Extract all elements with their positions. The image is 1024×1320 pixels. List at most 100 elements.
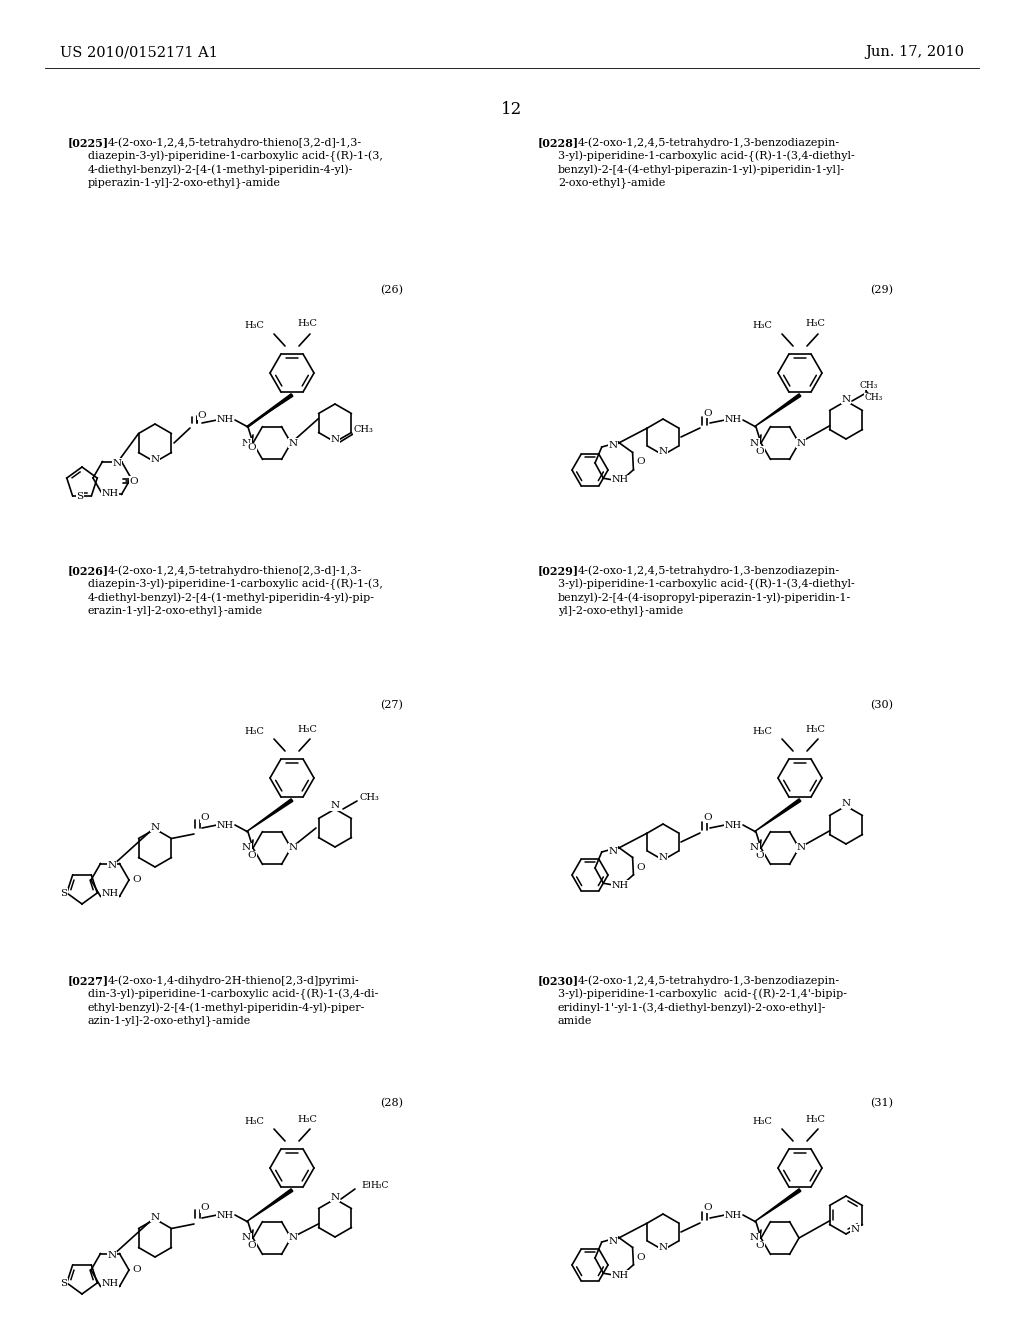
Text: N: N [608,846,617,855]
Text: US 2010/0152171 A1: US 2010/0152171 A1 [60,45,218,59]
Text: N: N [608,1237,617,1246]
Text: O: O [248,851,256,861]
Text: [0229]: [0229] [538,565,580,576]
Text: azin-1-yl]-2-oxo-ethyl}-amide: azin-1-yl]-2-oxo-ethyl}-amide [88,1015,251,1026]
Text: N: N [842,395,851,404]
Text: (30): (30) [870,700,894,710]
Text: ethyl-benzyl)-2-[4-(1-methyl-piperidin-4-yl)-piper-: ethyl-benzyl)-2-[4-(1-methyl-piperidin-4… [88,1002,366,1012]
Polygon shape [754,1189,801,1222]
Text: H₃C: H₃C [297,319,317,329]
Text: 4-(2-oxo-1,2,4,5-tetrahydro-thieno[2,3-d]-1,3-: 4-(2-oxo-1,2,4,5-tetrahydro-thieno[2,3-d… [108,565,362,576]
Text: O: O [201,813,209,822]
Text: diazepin-3-yl)-piperidine-1-carboxylic acid-{(R)-1-(3,: diazepin-3-yl)-piperidine-1-carboxylic a… [88,578,383,590]
Text: (31): (31) [870,1098,894,1109]
Text: H₃C: H₃C [805,725,825,734]
Text: N: N [851,1225,860,1234]
Text: O: O [198,411,206,420]
Text: N: N [113,458,122,467]
Polygon shape [246,393,293,426]
Text: N: N [289,843,298,853]
Text: N: N [658,853,668,862]
Text: N: N [151,1213,160,1221]
Text: CH₃: CH₃ [353,425,373,434]
Text: 12: 12 [502,102,522,119]
Text: N: N [750,1233,759,1242]
Text: CH₃: CH₃ [359,792,379,801]
Text: 4-(2-oxo-1,2,4,5-tetrahydro-1,3-benzodiazepin-: 4-(2-oxo-1,2,4,5-tetrahydro-1,3-benzodia… [578,565,840,576]
Text: NH: NH [611,475,629,484]
Text: N: N [750,843,759,853]
Text: 4-diethyl-benzyl)-2-[4-(1-methyl-piperidin-4-yl)-pip-: 4-diethyl-benzyl)-2-[4-(1-methyl-piperid… [88,591,375,602]
Text: N: N [242,438,251,447]
Text: amide: amide [558,1015,592,1026]
Text: H₃C: H₃C [752,1117,772,1126]
Text: NH: NH [216,416,233,425]
Text: S: S [77,492,84,502]
Text: H₃C: H₃C [805,319,825,329]
Text: N: N [797,843,806,853]
Text: 3-yl)-piperidine-1-carboxylic acid-{(R)-1-(3,4-diethyl-: 3-yl)-piperidine-1-carboxylic acid-{(R)-… [558,578,855,590]
Text: NH: NH [216,821,233,829]
Text: 3-yl)-piperidine-1-carboxylic  acid-{(R)-2-1,4'-bipip-: 3-yl)-piperidine-1-carboxylic acid-{(R)-… [558,989,847,999]
Text: (26): (26) [381,285,403,296]
Text: (28): (28) [381,1098,403,1109]
Text: H₃C: H₃C [297,725,317,734]
Text: O: O [756,446,764,455]
Text: diazepin-3-yl)-piperidine-1-carboxylic acid-{(R)-1-(3,: diazepin-3-yl)-piperidine-1-carboxylic a… [88,150,383,162]
Text: O: O [703,408,713,417]
Polygon shape [246,1189,293,1222]
Text: N: N [797,438,806,447]
Text: NH: NH [724,821,741,829]
Text: N: N [108,1251,117,1261]
Text: erazin-1-yl]-2-oxo-ethyl}-amide: erazin-1-yl]-2-oxo-ethyl}-amide [88,606,263,616]
Text: [0227]: [0227] [68,975,110,986]
Text: O: O [248,1242,256,1250]
Text: O: O [703,813,713,822]
Text: din-3-yl)-piperidine-1-carboxylic acid-{(R)-1-(3,4-di-: din-3-yl)-piperidine-1-carboxylic acid-{… [88,989,379,999]
Text: O: O [133,1266,141,1275]
Text: H₃C: H₃C [752,726,772,735]
Text: NH: NH [724,1210,741,1220]
Text: yl]-2-oxo-ethyl}-amide: yl]-2-oxo-ethyl}-amide [558,606,683,616]
Text: O: O [133,875,141,884]
Text: 4-(2-oxo-1,4-dihydro-2H-thieno[2,3-d]pyrimi-: 4-(2-oxo-1,4-dihydro-2H-thieno[2,3-d]pyr… [108,975,359,986]
Text: O: O [130,477,138,486]
Text: [0225]: [0225] [68,137,110,148]
Text: N: N [242,1233,251,1242]
Text: S: S [60,1279,68,1287]
Text: benzyl)-2-[4-(4-isopropyl-piperazin-1-yl)-piperidin-1-: benzyl)-2-[4-(4-isopropyl-piperazin-1-yl… [558,591,851,602]
Text: N: N [242,843,251,853]
Text: N: N [842,800,851,808]
Text: NH: NH [216,1210,233,1220]
Text: N: N [331,434,340,444]
Text: eridinyl-1'-yl-1-(3,4-diethyl-benzyl)-2-oxo-ethyl]-: eridinyl-1'-yl-1-(3,4-diethyl-benzyl)-2-… [558,1002,826,1012]
Text: [0226]: [0226] [68,565,110,576]
Text: 4-diethyl-benzyl)-2-[4-(1-methyl-piperidin-4-yl)-: 4-diethyl-benzyl)-2-[4-(1-methyl-piperid… [88,164,353,174]
Text: CH₃: CH₃ [865,393,883,403]
Text: NH: NH [724,416,741,425]
Text: N: N [289,438,298,447]
Text: H₃C: H₃C [752,322,772,330]
Text: [0228]: [0228] [538,137,580,148]
Text: N: N [750,438,759,447]
Polygon shape [246,799,293,832]
Text: S: S [60,888,68,898]
Text: O: O [637,1253,645,1262]
Text: N: N [658,1242,668,1251]
Text: N: N [151,822,160,832]
Text: N: N [658,447,668,457]
Polygon shape [754,393,801,426]
Text: 4-(2-oxo-1,2,4,5-tetrahydro-1,3-benzodiazepin-: 4-(2-oxo-1,2,4,5-tetrahydro-1,3-benzodia… [578,137,840,148]
Text: NH: NH [101,1279,119,1288]
Text: H₃C: H₃C [371,1180,389,1189]
Text: N: N [608,441,617,450]
Text: O: O [756,851,764,861]
Text: (27): (27) [381,700,403,710]
Text: NH: NH [611,880,629,890]
Text: Et: Et [361,1180,373,1189]
Text: N: N [331,1192,340,1201]
Text: NH: NH [101,488,119,498]
Text: 4-(2-oxo-1,2,4,5-tetrahydro-1,3-benzodiazepin-: 4-(2-oxo-1,2,4,5-tetrahydro-1,3-benzodia… [578,975,840,986]
Text: H₃C: H₃C [244,322,264,330]
Text: 3-yl)-piperidine-1-carboxylic acid-{(R)-1-(3,4-diethyl-: 3-yl)-piperidine-1-carboxylic acid-{(R)-… [558,150,855,162]
